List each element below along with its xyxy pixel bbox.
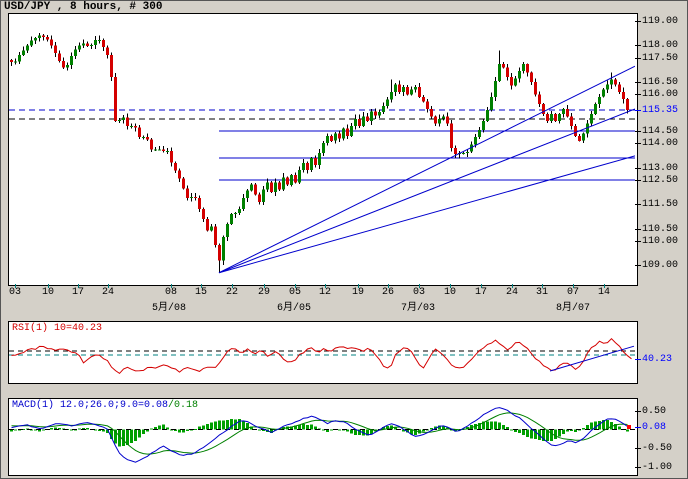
macd-tick-label: -0.50 xyxy=(642,443,673,454)
time-tick xyxy=(481,284,482,288)
day-label: 10 xyxy=(443,287,456,298)
time-tick xyxy=(512,284,513,288)
day-label: 05 xyxy=(288,287,301,298)
macd-tick-label-tick xyxy=(635,448,641,449)
price-tick-label: 116.00 xyxy=(642,89,679,100)
price-tick-label-tick xyxy=(635,143,641,144)
time-tick xyxy=(419,284,420,288)
day-label: 24 xyxy=(505,287,518,298)
price-tick-label-tick xyxy=(635,58,641,59)
day-label: 22 xyxy=(225,287,238,298)
day-label: 17 xyxy=(71,287,84,298)
time-tick xyxy=(15,284,16,288)
price-tick-label: 112.50 xyxy=(642,175,679,186)
time-tick xyxy=(108,284,109,288)
macd-panel[interactable] xyxy=(8,398,638,476)
main-chart-canvas[interactable] xyxy=(9,14,635,283)
macd-tick-label-tick xyxy=(635,467,641,468)
day-label: 08 xyxy=(164,287,177,298)
price-tick-label: 119.00 xyxy=(642,16,679,27)
time-tick xyxy=(388,284,389,288)
rsi-canvas[interactable] xyxy=(9,322,635,381)
day-label: 24 xyxy=(101,287,114,298)
day-label: 12 xyxy=(318,287,331,298)
time-tick xyxy=(171,284,172,288)
macd-signal-value-label: /0.18 xyxy=(168,400,199,411)
chart-title: USD/JPY , 8 hours, # 300 xyxy=(4,1,163,13)
day-label: 07 xyxy=(566,287,579,298)
macd-canvas[interactable] xyxy=(9,399,635,473)
price-tick-label: 111.50 xyxy=(642,199,679,210)
time-tick xyxy=(295,284,296,288)
macd-tick-label-tick xyxy=(635,411,641,412)
price-tick-label-tick xyxy=(635,204,641,205)
day-label: 29 xyxy=(257,287,270,298)
day-label: 19 xyxy=(351,287,364,298)
day-label: 17 xyxy=(474,287,487,298)
rsi-current-label-tick xyxy=(635,359,641,360)
price-tick-label-tick xyxy=(635,168,641,169)
day-label: 03 xyxy=(412,287,425,298)
macd-tick-label: -1.00 xyxy=(642,462,673,473)
day-label: 14 xyxy=(597,287,610,298)
time-tick xyxy=(542,284,543,288)
time-tick xyxy=(48,284,49,288)
price-tick-label: 117.50 xyxy=(642,53,679,64)
price-tick-label: 110.50 xyxy=(642,224,679,235)
month-label: 7月/03 xyxy=(400,303,435,314)
month-label: 5月/08 xyxy=(151,303,186,314)
price-tick-label-tick xyxy=(635,45,641,46)
time-tick xyxy=(78,284,79,288)
price-tick-label: 114.50 xyxy=(642,126,679,137)
macd-current-label-tick xyxy=(635,427,641,428)
price-tick-label: 109.00 xyxy=(642,260,679,271)
price-tick-label: 113.00 xyxy=(642,163,679,174)
time-tick xyxy=(325,284,326,288)
rsi-panel[interactable] xyxy=(8,321,638,384)
price-tick-label-tick xyxy=(635,241,641,242)
day-label: 26 xyxy=(381,287,394,298)
time-tick xyxy=(264,284,265,288)
current-price-label: 115.35 xyxy=(642,105,679,116)
price-tick-label-tick xyxy=(635,94,641,95)
macd-current-label: 0.08 xyxy=(642,422,667,433)
price-tick-label-tick xyxy=(635,180,641,181)
day-label: 03 xyxy=(8,287,21,298)
time-tick xyxy=(573,284,574,288)
price-tick-label-tick xyxy=(635,131,641,132)
time-tick xyxy=(201,284,202,288)
day-label: 10 xyxy=(41,287,54,298)
rsi-indicator-label: RSI(1) 10=40.23 xyxy=(12,323,103,334)
price-tick-label: 114.00 xyxy=(642,138,679,149)
main-chart-panel[interactable] xyxy=(8,13,638,286)
month-label: 6月/05 xyxy=(276,303,311,314)
price-tick-label-tick xyxy=(635,82,641,83)
price-tick-label: 110.00 xyxy=(642,236,679,247)
macd-tick-label: 0.50 xyxy=(642,406,667,417)
price-tick-label: 118.00 xyxy=(642,40,679,51)
day-label: 31 xyxy=(535,287,548,298)
time-tick xyxy=(232,284,233,288)
price-tick-label-tick xyxy=(635,265,641,266)
price-tick-label-tick xyxy=(635,21,641,22)
price-tick-label-tick xyxy=(635,229,641,230)
month-label: 8月/07 xyxy=(555,303,590,314)
day-label: 15 xyxy=(194,287,207,298)
time-tick xyxy=(358,284,359,288)
macd-value-label: MACD(1) 12.0;26.0;9.0=0.08 xyxy=(12,400,169,411)
time-tick xyxy=(450,284,451,288)
macd-indicator-label: MACD(1) 12.0;26.0;9.0=0.08/0.18 xyxy=(12,400,198,411)
price-tick-label: 116.50 xyxy=(642,77,679,88)
time-tick xyxy=(604,284,605,288)
current-price-label-tick xyxy=(635,110,641,111)
rsi-current-label: 40.23 xyxy=(642,354,673,365)
